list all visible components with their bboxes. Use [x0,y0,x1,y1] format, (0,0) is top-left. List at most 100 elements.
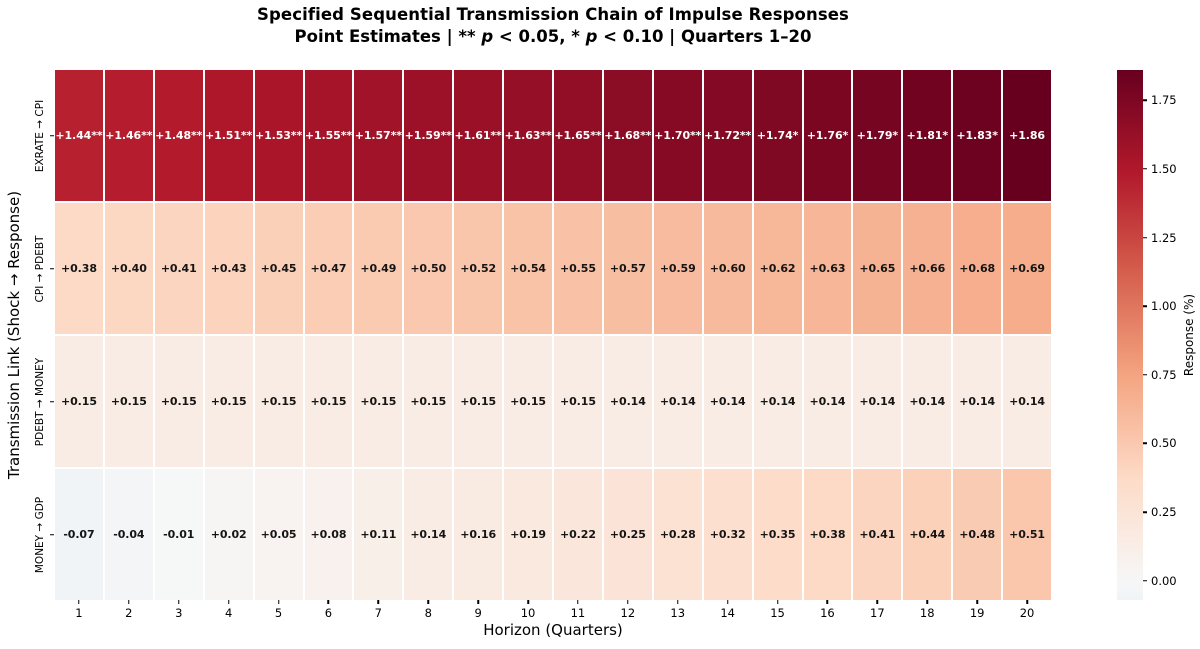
heatmap-cell: +0.05 [254,469,303,600]
heatmap-cell: +1.86 [1003,70,1051,201]
cell-value-label: +1.72** [704,129,752,142]
x-tick-label: 7 [374,606,383,620]
y-tick-mark [50,400,54,403]
cell-value-label: -0.07 [63,528,95,541]
heatmap-cell: +0.32 [703,469,752,600]
heatmap-cell: +0.14 [753,336,802,467]
heatmap-cell: +1.74* [753,70,802,201]
colorbar-tick-label: 1.50 [1151,161,1177,176]
heatmap-cell: +0.08 [304,469,353,600]
heatmap-cell: +0.14 [653,336,702,467]
cell-value-label: +0.15 [310,395,347,408]
cell-value-label: +0.25 [609,528,646,541]
cell-value-label: +0.02 [210,528,247,541]
heatmap-cell: +1.53** [254,70,303,201]
heatmap-cell: +0.15 [104,336,153,467]
heatmap-cell: -0.07 [55,469,103,600]
y-tick-label: MONEY → GDP [34,496,46,573]
heatmap-cell: +0.50 [404,203,453,334]
heatmap-cell: +0.15 [404,336,453,467]
subtitle-segment: < 0.05, * [493,27,586,46]
cell-value-label: +0.68 [959,262,996,275]
x-tick-label: 19 [969,606,985,620]
heatmap-cell: +0.47 [304,203,353,334]
heatmap-cell: +0.19 [504,469,552,600]
heatmap-grid: +1.44** +1.46** +1.48** +1.51** +1.53** +1.55… [55,70,1051,600]
x-tick-label: 4 [224,606,233,620]
cell-value-label: +0.14 [909,395,946,408]
colorbar-tick-label: 0.75 [1151,367,1177,382]
heatmap-cell: +0.14 [853,336,902,467]
y-tick-label: EXRATE → CPI [34,99,46,172]
x-tick-label: 1 [75,606,83,620]
x-tick-mark [527,600,529,604]
x-tick-mark [577,600,579,604]
cell-value-label: +0.60 [709,262,746,275]
cell-value-label: +0.15 [410,395,447,408]
x-tick-mark [427,600,429,604]
heatmap-cell: +0.60 [703,203,752,334]
cell-value-label: +0.14 [709,395,746,408]
heatmap-cell: +0.38 [803,469,852,600]
x-tick-mark [277,600,280,604]
heatmap-cell: +0.52 [454,203,503,334]
heatmap-cell: +0.15 [254,336,303,467]
colorbar-tick-mark [1143,99,1147,101]
cell-value-label: +0.55 [560,262,596,275]
cell-value-label: +0.14 [859,395,896,408]
cell-value-label: +1.53** [254,129,303,142]
heatmap-cell: +0.57 [603,203,652,334]
cell-value-label: +0.15 [260,395,297,408]
heatmap-cell: +0.40 [104,203,153,334]
cell-value-label: +0.35 [759,528,796,541]
heatmap-cell: +0.54 [504,203,552,334]
cell-value-label: +0.14 [659,395,696,408]
heatmap-cell: +0.38 [55,203,103,334]
cell-value-label: +1.55** [304,129,353,142]
cell-value-label: +0.44 [909,528,946,541]
x-tick-label: 2 [125,606,133,620]
chart-title: Specified Sequential Transmission Chain … [257,5,849,24]
heatmap-cell: +0.14 [603,336,652,467]
cell-value-label: +0.47 [310,262,347,275]
cell-value-label: +1.57** [354,129,402,142]
cell-value-label: +0.14 [1009,395,1045,408]
cell-value-label: +0.14 [609,395,646,408]
heatmap-cell: +0.45 [254,203,303,334]
heatmap-cell: +0.48 [953,469,1002,600]
x-tick-label: 5 [274,606,283,620]
cell-value-label: +0.45 [260,262,297,275]
cell-value-label: +0.15 [360,395,397,408]
x-tick-mark [677,600,679,604]
colorbar-tick-mark [1143,236,1147,239]
x-tick-label: 8 [424,606,432,620]
x-tick-label: 14 [720,606,735,620]
heatmap-cell: +1.51** [204,70,253,201]
cell-value-label: +1.59** [404,129,452,142]
cell-value-label: +0.66 [909,262,946,275]
cell-value-label: +0.15 [61,395,97,408]
heatmap-cell: +1.57** [354,70,403,201]
heatmap-cell: +1.46** [104,70,153,201]
x-tick-label: 15 [770,606,785,620]
heatmap-cell: +0.15 [204,336,253,467]
cell-value-label: +0.15 [160,395,197,408]
colorbar-tick-mark [1143,511,1147,513]
cell-value-label: +0.50 [410,262,447,275]
cell-value-label: +0.14 [809,395,846,408]
heatmap-cell: +1.79* [853,70,902,201]
heatmap-cell: +0.44 [903,469,952,600]
heatmap-cell: +0.11 [354,469,403,600]
cell-value-label: +0.41 [859,528,896,541]
heatmap-cell: +0.15 [55,336,103,467]
colorbar-tick-mark [1143,305,1147,307]
x-tick-label: 12 [620,606,636,620]
cell-value-label: +1.74* [756,129,799,142]
cell-value-label: +0.14 [410,528,447,541]
x-tick-mark [1026,600,1028,604]
cell-value-label: +1.48** [155,129,203,142]
cell-value-label: +0.22 [560,528,596,541]
x-tick-mark [976,600,978,604]
colorbar-tick-label: 1.00 [1151,299,1177,314]
